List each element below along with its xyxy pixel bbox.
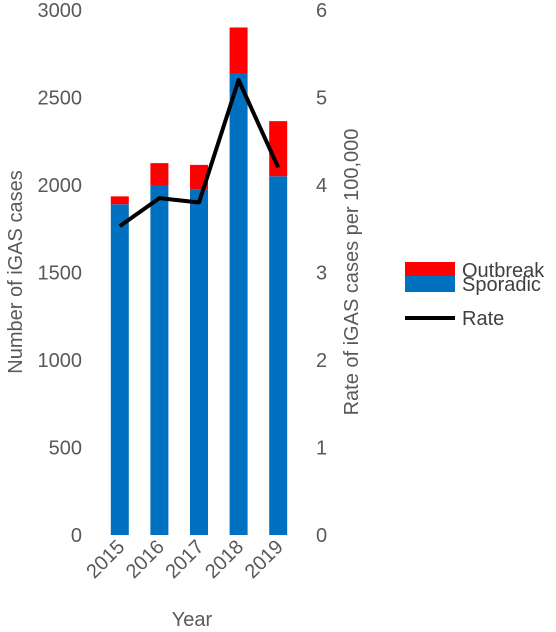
legend-item-sporadic-row: Sporadic xyxy=(405,274,541,296)
y-tick-label: 1500 xyxy=(38,263,83,285)
y-tick-label: 1000 xyxy=(38,350,83,372)
y2-tick-label: 2 xyxy=(316,350,327,372)
bar-outbreak-2016 xyxy=(150,163,169,185)
legend-item-outbreak: Outbreak xyxy=(405,260,545,282)
y-axis-title: Number of iGAS cases xyxy=(5,170,27,373)
bar-sporadic-2018 xyxy=(229,73,248,535)
legend-label-outbreak: Outbreak xyxy=(462,260,545,282)
legend-label-sporadic: Sporadic xyxy=(462,274,541,296)
bar-outbreak-2019 xyxy=(269,121,288,177)
y2-tick-label: 5 xyxy=(316,88,327,110)
legend-item-rate: Rate xyxy=(405,308,504,330)
bar-sporadic-2017 xyxy=(190,189,208,535)
y-tick-label: 2500 xyxy=(38,88,83,110)
x-tick-label: 2018 xyxy=(201,536,248,583)
y-tick-label: 2000 xyxy=(38,175,83,197)
y2-tick-label: 1 xyxy=(316,438,327,460)
legend-swatch-outbreak xyxy=(405,262,455,278)
y2-tick-label: 0 xyxy=(316,525,327,547)
bar-sporadic-2016 xyxy=(150,185,169,535)
x-tick-label: 2017 xyxy=(162,536,209,583)
right-axis-ticks: 0 1 2 3 4 5 6 xyxy=(316,0,327,547)
x-tick-label: 2019 xyxy=(241,536,288,583)
x-tick-label: 2015 xyxy=(82,536,129,583)
bar-outbreak-2015 xyxy=(110,196,129,205)
x-axis-title: Year xyxy=(172,609,213,631)
legend: Outbreak Sporadic Rate xyxy=(405,260,545,330)
legend-label-rate: Rate xyxy=(462,308,504,330)
y-tick-label: 500 xyxy=(49,438,82,460)
rate-line-series xyxy=(118,78,281,228)
bar-outbreak-2018 xyxy=(229,27,248,73)
y2-tick-label: 6 xyxy=(316,0,327,22)
x-tick-label: 2016 xyxy=(122,536,169,583)
y-tick-label: 0 xyxy=(71,525,82,547)
bar-sporadic-2019 xyxy=(269,176,288,535)
legend-swatch-sporadic-row xyxy=(405,276,455,292)
left-axis-ticks: 0 500 1000 1500 2000 2500 3000 xyxy=(38,0,83,547)
y2-tick-label: 4 xyxy=(316,175,327,197)
bar-series xyxy=(110,27,288,535)
bar-sporadic-2015 xyxy=(110,204,129,535)
y-tick-label: 3000 xyxy=(38,0,83,22)
y2-tick-label: 3 xyxy=(316,263,327,285)
rate-line xyxy=(118,78,281,228)
y2-axis-title: Rate of iGAS cases per 100,000 xyxy=(341,129,363,416)
